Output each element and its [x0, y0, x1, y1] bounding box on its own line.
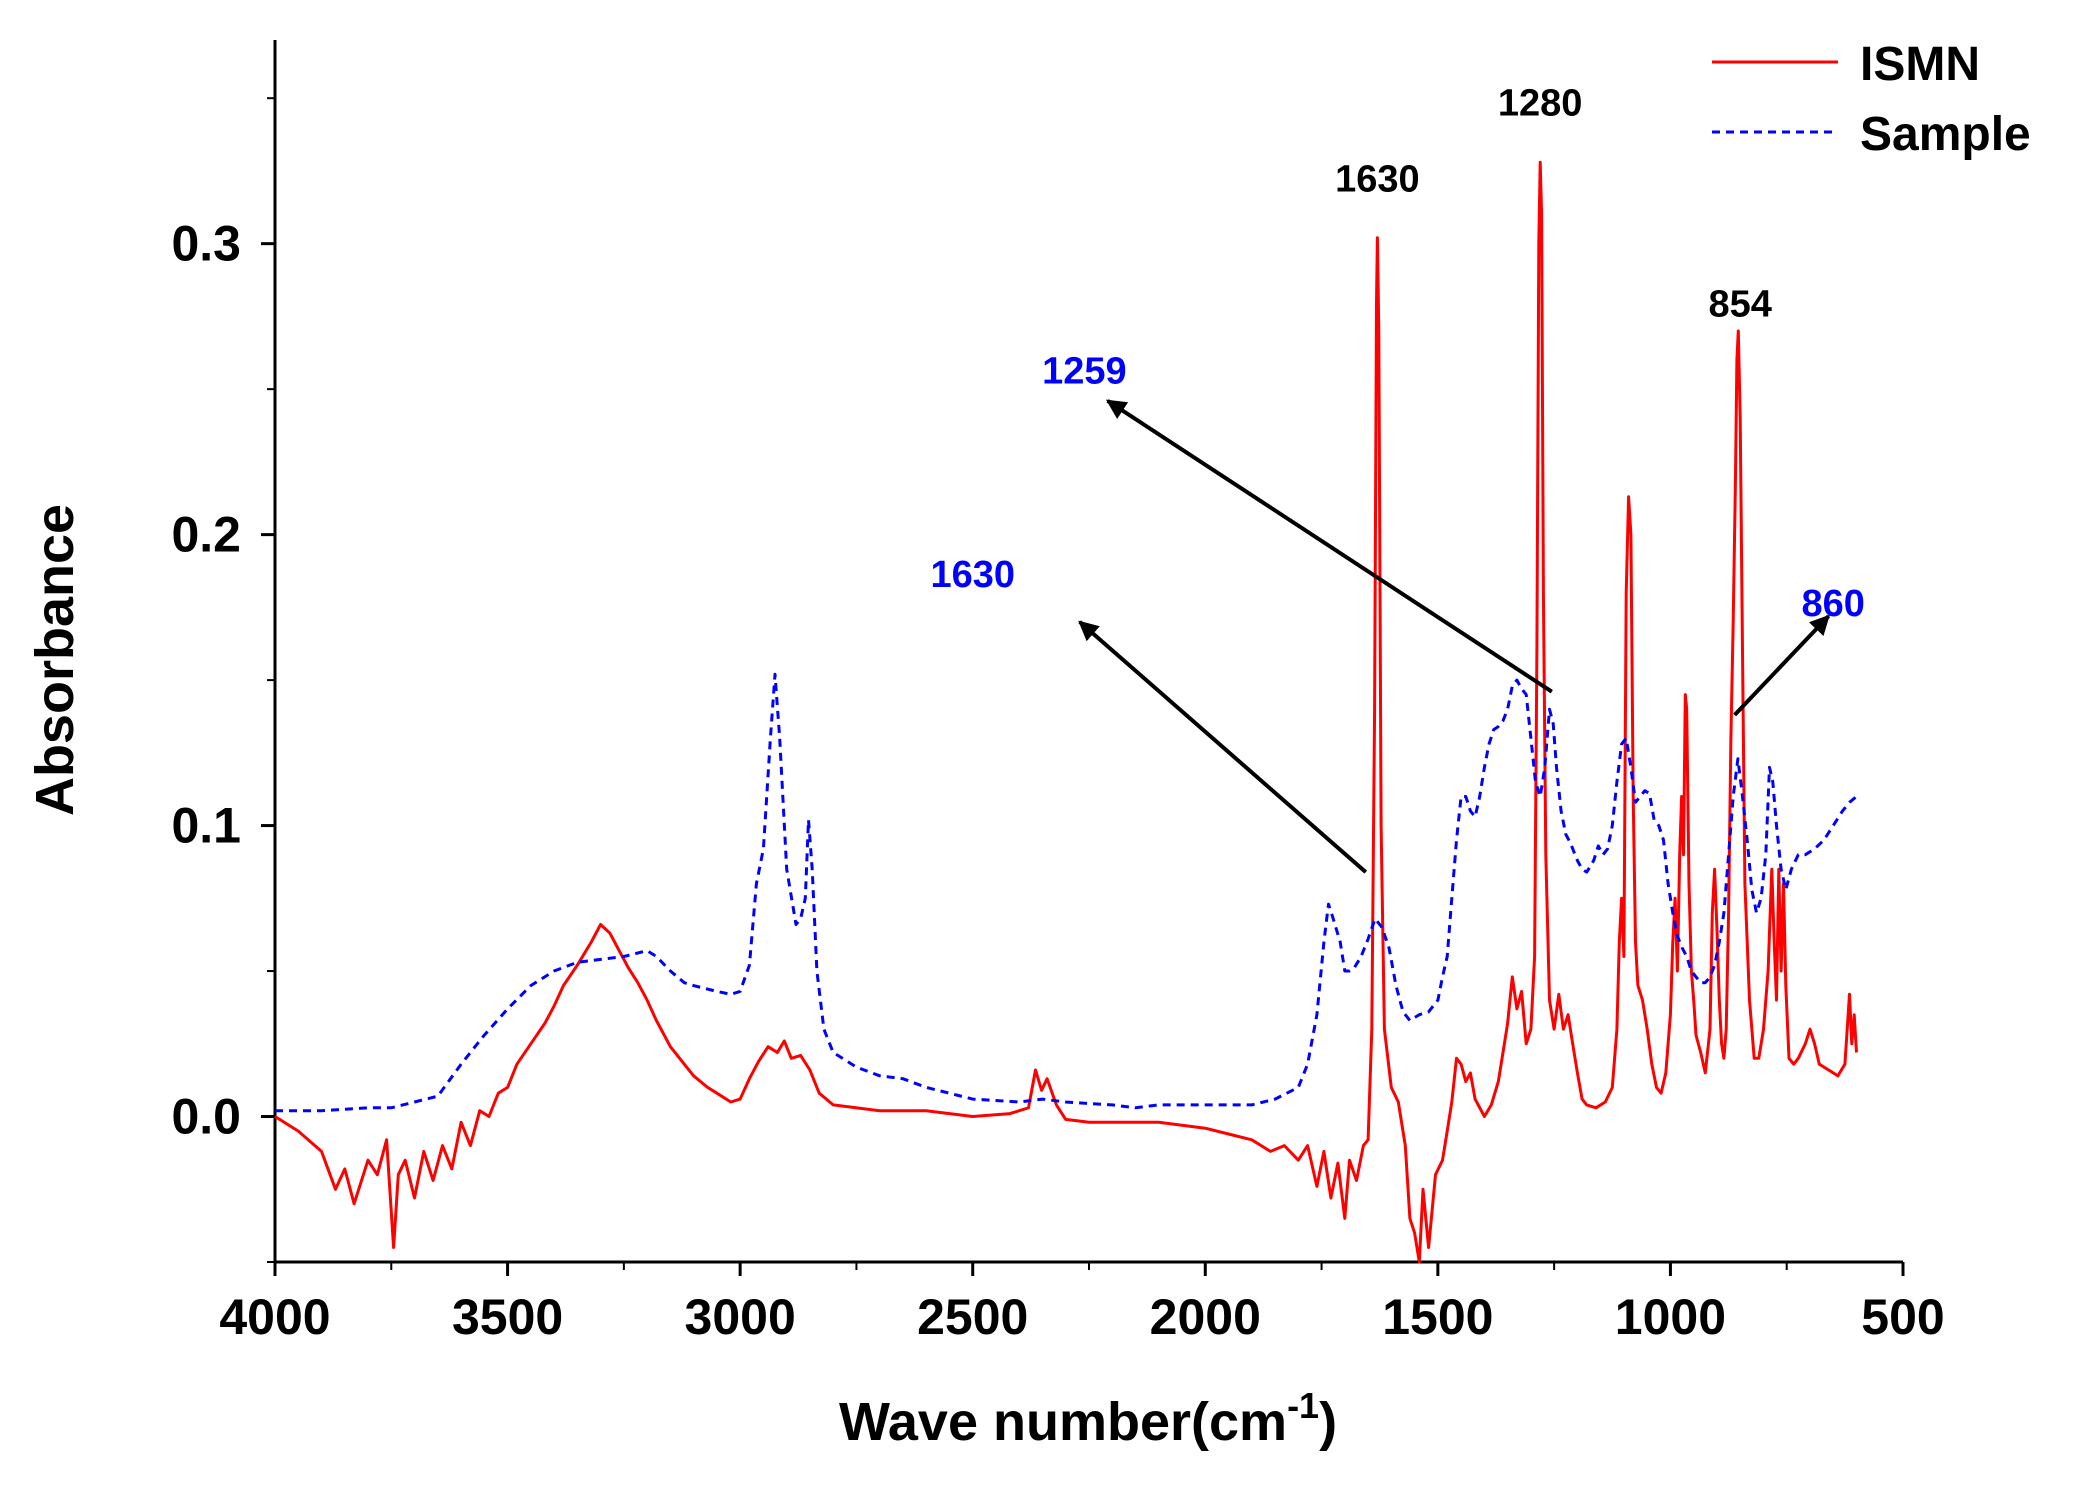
x-tick-label: 1000 — [1615, 1289, 1726, 1345]
series-line-ismn — [274, 160, 1858, 1264]
legend: ISMN Sample — [1712, 38, 2031, 161]
legend-label-ismn: ISMN — [1860, 38, 1980, 91]
arrow-1259 — [1105, 399, 1553, 694]
peak-label-1259: 1259 — [1042, 350, 1127, 392]
peak-label-854: 854 — [1708, 283, 1771, 325]
x-axis-title-suffix: ) — [1319, 1392, 1337, 1452]
series-line-sample — [275, 672, 1858, 1113]
y-axis-title: Absorbance — [25, 504, 85, 816]
x-axis-title-main: Wave number(cm — [839, 1392, 1287, 1452]
plot-axes — [273, 40, 1903, 1264]
x-tick-label: 4000 — [219, 1289, 330, 1345]
x-tick-label: 2500 — [917, 1289, 1028, 1345]
peak-label-1630: 1630 — [1335, 158, 1420, 200]
y-tick-label: 0.2 — [171, 507, 241, 563]
x-tick-label: 3500 — [452, 1289, 563, 1345]
y-tick-label: 0.3 — [171, 216, 241, 272]
x-tick-label: 2000 — [1150, 1289, 1261, 1345]
peak-label-1630: 1630 — [930, 554, 1015, 596]
x-axis-title-superscript: -1 — [1287, 1385, 1319, 1426]
x-tick-label: 3000 — [685, 1289, 796, 1345]
x-axis-title: Wave number(cm-1) — [839, 1385, 1337, 1452]
y-axis-ticks: 0.0 0.1 0.2 0.3 — [171, 97, 275, 1263]
annotation-arrows — [1078, 399, 1831, 874]
y-tick-label: 0.1 — [171, 798, 241, 854]
peak-annotations: 1630 1280 854 1259 1630 860 — [930, 83, 1864, 625]
peak-label-860: 860 — [1802, 583, 1865, 625]
x-tick-label: 500 — [1861, 1289, 1944, 1345]
peak-label-1280: 1280 — [1498, 83, 1583, 125]
x-axis-ticks: 4000 3500 3000 2500 2000 1500 1000 500 — [219, 1262, 1945, 1345]
x-tick-label: 1500 — [1382, 1289, 1493, 1345]
legend-label-sample: Sample — [1860, 108, 2031, 161]
series-layer — [274, 160, 1858, 1264]
arrow-860 — [1733, 614, 1831, 717]
y-tick-label: 0.0 — [171, 1089, 241, 1145]
arrow-1630 — [1078, 620, 1368, 874]
